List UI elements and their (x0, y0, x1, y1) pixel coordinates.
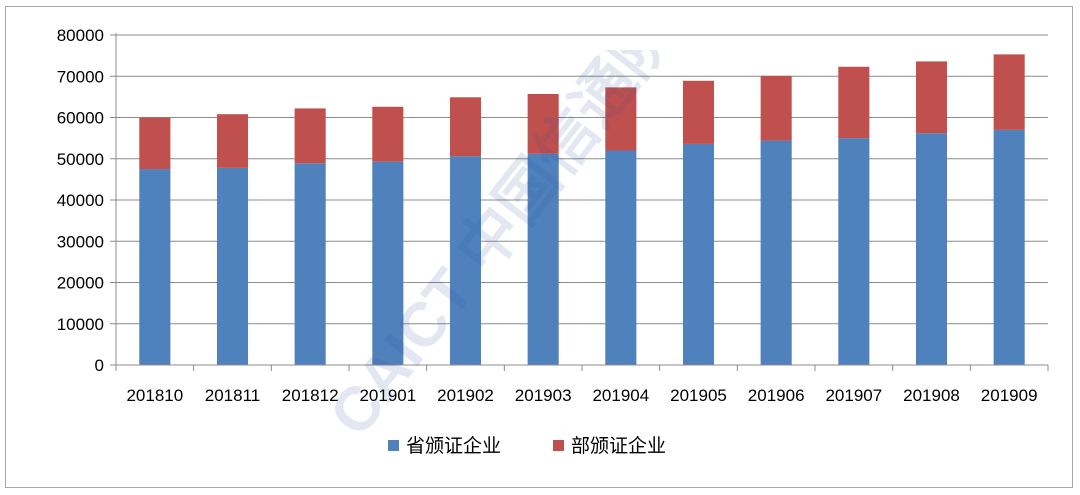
axes (110, 33, 1049, 371)
bar-ministerial-201906 (760, 75, 792, 141)
legend-swatch-ministerial (553, 440, 564, 451)
y-tick-label: 80000 (57, 26, 104, 45)
bar-provincial-201901 (372, 161, 404, 365)
bar-provincial-201906 (760, 140, 792, 365)
y-tick-label: 10000 (57, 315, 104, 334)
bar-provincial-201902 (449, 156, 482, 365)
bar-ministerial-201909 (993, 54, 1025, 130)
x-tick-label: 201909 (981, 386, 1038, 405)
x-tick-label: 201812 (282, 386, 339, 405)
bar-provincial-201905 (682, 143, 715, 365)
x-tick-label: 201905 (670, 386, 727, 405)
bar-ministerial-201811 (216, 114, 249, 168)
legend: 省颁证企业 部颁证企业 (388, 435, 666, 457)
bar-provincial-201908 (915, 133, 948, 365)
x-tick-label: 201906 (748, 386, 805, 405)
bar-provincial-201907 (838, 138, 870, 365)
bar-provincial-201904 (605, 150, 637, 365)
bar-ministerial-201908 (915, 61, 948, 134)
bars (139, 54, 1025, 365)
bar-ministerial-201903 (527, 93, 559, 154)
x-tick-label: 201902 (437, 386, 494, 405)
bar-ministerial-201812 (294, 108, 326, 164)
x-tick-label: 201811 (205, 386, 260, 405)
bar-provincial-201810 (139, 169, 171, 365)
x-tick-label: 201903 (515, 386, 572, 405)
y-tick-label: 30000 (57, 232, 104, 251)
bar-ministerial-201902 (449, 97, 482, 157)
y-tick-label: 70000 (57, 67, 104, 86)
y-tick-labels: 0 10000 20000 30000 40000 50000 60000 70000 8000… (57, 26, 104, 375)
bar-provincial-201812 (294, 163, 326, 365)
bar-provincial-201811 (216, 167, 249, 365)
y-tick-label: 50000 (57, 150, 104, 169)
bar-ministerial-201810 (139, 117, 171, 170)
bar-ministerial-201901 (372, 106, 404, 162)
bar-ministerial-201905 (682, 80, 715, 144)
y-tick-label: 40000 (57, 191, 104, 210)
y-tick-label: 0 (95, 356, 104, 375)
y-tick-label: 60000 (57, 109, 104, 128)
bar-ministerial-201904 (605, 87, 637, 151)
legend-swatch-provincial (388, 440, 399, 451)
bar-provincial-201903 (527, 153, 559, 365)
gridlines (116, 34, 1048, 325)
x-tick-label: 201810 (126, 386, 183, 405)
x-tick-label: 201904 (592, 386, 649, 405)
bar-ministerial-201907 (838, 66, 870, 139)
x-tick-labels: 201810 201811 201812 201901 201902 201903 2019… (126, 386, 1037, 405)
bar-provincial-201909 (993, 129, 1025, 365)
x-tick-label: 201901 (359, 386, 416, 405)
x-tick-label: 201907 (825, 386, 882, 405)
legend-label-provincial: 省颁证企业 (406, 435, 501, 457)
legend-label-ministerial: 部颁证企业 (571, 435, 666, 457)
x-tick-label: 201908 (903, 386, 960, 405)
y-tick-label: 20000 (57, 274, 104, 293)
